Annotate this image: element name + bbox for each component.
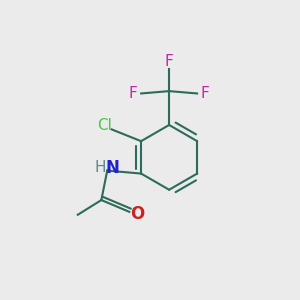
Text: F: F bbox=[201, 86, 210, 101]
Text: Cl: Cl bbox=[97, 118, 112, 134]
Text: F: F bbox=[165, 54, 173, 69]
Text: N: N bbox=[106, 159, 119, 177]
Text: F: F bbox=[128, 86, 137, 101]
Text: O: O bbox=[130, 205, 145, 223]
Text: H: H bbox=[94, 160, 106, 175]
